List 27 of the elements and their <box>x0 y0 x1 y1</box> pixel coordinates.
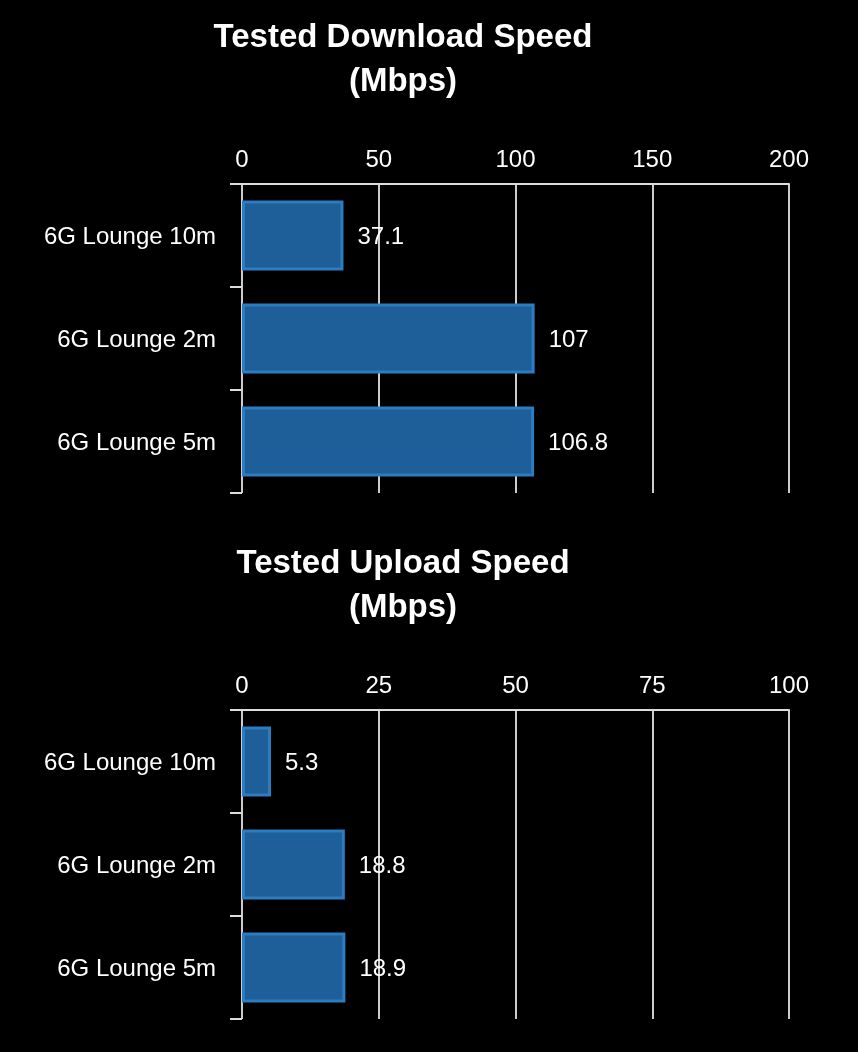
x-tick-label: 25 <box>365 670 393 698</box>
x-tick-label: 75 <box>638 670 666 698</box>
bar <box>242 726 271 797</box>
x-tick-label: 0 <box>235 144 249 172</box>
x-tick-label: 200 <box>768 144 810 172</box>
bar <box>242 303 535 374</box>
x-tick-label: 50 <box>365 144 393 172</box>
y-tick-label: 6G Lounge 2m <box>57 325 216 352</box>
x-tick-label: 0 <box>235 670 249 698</box>
data-label: 106.8 <box>548 428 609 455</box>
y-tick-label: 6G Lounge 5m <box>57 954 216 981</box>
x-tick-label: 50 <box>502 670 529 698</box>
data-label: 107 <box>548 325 589 352</box>
data-label: 5.3 <box>284 748 319 775</box>
x-tick-label: 100 <box>495 144 536 172</box>
bar <box>242 200 344 271</box>
x-tick-label: 100 <box>768 670 810 698</box>
bar <box>242 932 346 1003</box>
chart-title: Tested Download Speed (Mbps) <box>213 16 593 98</box>
y-tick-label: 6G Lounge 10m <box>43 222 216 249</box>
chart-title: Tested Upload Speed (Mbps) <box>236 542 570 624</box>
bar <box>242 829 345 900</box>
x-tick-label: 150 <box>632 144 673 172</box>
y-tick-label: 6G Lounge 10m <box>43 748 216 775</box>
bar <box>242 406 535 477</box>
y-tick-label: 6G Lounge 2m <box>57 851 216 878</box>
y-tick-label: 6G Lounge 5m <box>57 428 216 455</box>
